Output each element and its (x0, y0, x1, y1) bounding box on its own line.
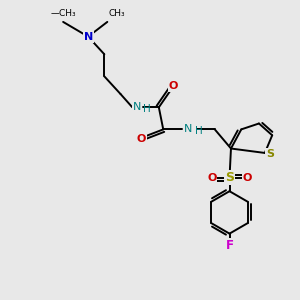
Text: F: F (226, 239, 233, 252)
Text: CH₃: CH₃ (109, 9, 125, 18)
Text: H: H (195, 126, 203, 136)
Text: S: S (225, 172, 234, 184)
Text: O: O (242, 173, 252, 183)
Text: —CH₃: —CH₃ (50, 9, 76, 18)
Text: O: O (169, 81, 178, 91)
Text: S: S (266, 148, 274, 158)
Text: O: O (207, 173, 217, 183)
Text: N: N (133, 102, 141, 112)
Text: H: H (143, 104, 151, 114)
Text: O: O (136, 134, 146, 144)
Text: N: N (184, 124, 193, 134)
Text: N: N (83, 32, 93, 42)
